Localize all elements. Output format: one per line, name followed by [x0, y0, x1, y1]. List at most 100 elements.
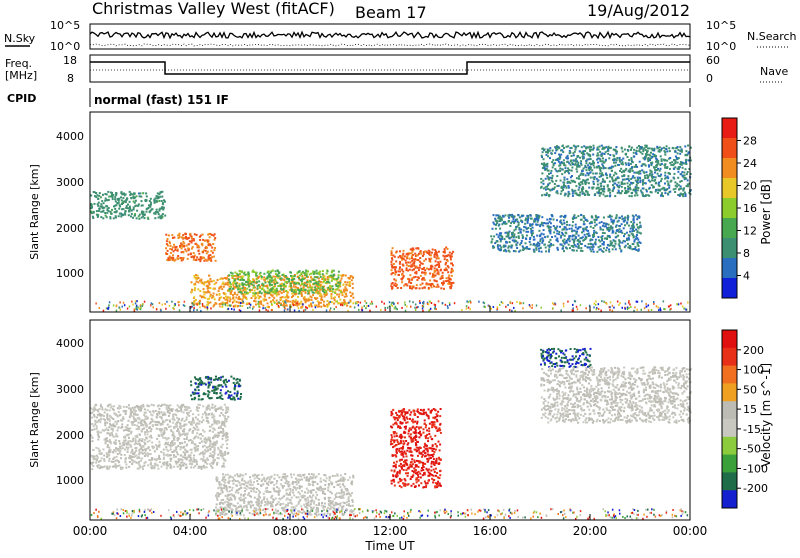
power-ground-scatter	[563, 305, 565, 307]
power-ground-scatter	[156, 308, 158, 310]
power-cell	[642, 195, 644, 197]
power-cell	[447, 265, 449, 267]
power-cell	[273, 291, 275, 293]
power-ground-scatter	[416, 307, 418, 309]
power-ground-scatter	[127, 308, 129, 310]
power-cell	[680, 185, 682, 187]
power-cell	[139, 214, 141, 216]
power-cell	[627, 150, 629, 152]
power-cell	[609, 192, 611, 194]
power-cell	[518, 251, 520, 253]
power-cell	[397, 287, 399, 289]
power-cell	[540, 178, 542, 180]
power-cell	[295, 291, 297, 293]
power-cell	[191, 237, 193, 239]
power-cell	[405, 283, 407, 285]
power-ground-scatter	[219, 305, 221, 307]
power-cell	[604, 153, 606, 155]
velocity-cell	[109, 434, 111, 436]
power-cell	[450, 279, 452, 281]
power-cell	[587, 191, 589, 193]
power-cell	[576, 177, 578, 179]
power-ground-scatter	[610, 301, 612, 303]
power-cell	[407, 262, 409, 264]
power-cell	[129, 201, 131, 203]
power-ground-scatter	[179, 309, 181, 311]
power-ground-scatter	[644, 307, 646, 309]
power-ground-scatter	[136, 306, 138, 308]
power-cell	[575, 217, 577, 219]
power-cell	[615, 217, 617, 219]
velocity-cell	[156, 438, 158, 440]
power-cell	[169, 242, 171, 244]
power-cell	[326, 300, 328, 302]
power-cell	[599, 173, 601, 175]
power-cell	[565, 232, 567, 234]
power-cell	[561, 161, 563, 163]
power-ground-scatter	[680, 303, 682, 305]
power-ground-scatter	[274, 302, 276, 304]
power-ground-scatter	[670, 304, 672, 306]
power-ground-scatter	[174, 305, 176, 307]
power-cell	[440, 278, 442, 280]
power-cell	[260, 300, 262, 302]
power-cell	[218, 288, 220, 290]
velocity-cell	[138, 426, 140, 428]
power-cell	[564, 243, 566, 245]
power-cell	[562, 169, 564, 171]
power-cell	[574, 192, 576, 194]
freq-tick-bottom: 8	[67, 72, 74, 85]
power-cell	[583, 145, 585, 147]
power-cell	[312, 294, 314, 296]
power-cell	[314, 305, 316, 307]
power-cell	[248, 278, 250, 280]
power-ground-scatter	[334, 308, 336, 310]
power-cell	[413, 265, 415, 267]
power-cell	[590, 158, 592, 160]
power-cell	[251, 281, 253, 283]
power-cell	[623, 227, 625, 229]
velocity-cell	[170, 454, 172, 456]
power-cell	[182, 251, 184, 253]
power-cell	[618, 231, 620, 233]
power-cell	[245, 284, 247, 286]
power-ground-scatter	[330, 301, 332, 303]
power-ground-scatter	[598, 303, 600, 305]
power-cell	[602, 190, 604, 192]
power-ground-scatter	[193, 307, 195, 309]
power-cell	[635, 246, 637, 248]
power-cell	[126, 205, 128, 207]
power-cell	[546, 163, 548, 165]
power-cell	[394, 273, 396, 275]
velocity-cell	[157, 424, 159, 426]
power-cell	[298, 303, 300, 305]
power-cell	[613, 149, 615, 151]
power-cell	[629, 195, 631, 197]
power-cell	[615, 232, 617, 234]
power-cell	[537, 219, 539, 221]
power-cell	[499, 218, 501, 220]
power-ground-scatter	[645, 303, 647, 305]
power-cell	[569, 224, 571, 226]
power-cell	[310, 281, 312, 283]
power-cell	[232, 277, 234, 279]
power-ground-scatter	[142, 303, 144, 305]
power-cell	[242, 279, 244, 281]
velocity-cell	[184, 441, 186, 443]
power-ground-scatter	[507, 304, 509, 306]
velocity-cell	[218, 427, 220, 429]
power-cell	[672, 147, 674, 149]
power-cell	[600, 170, 602, 172]
power-cell	[163, 207, 165, 209]
power-cell	[278, 275, 280, 277]
power-cell	[281, 296, 283, 298]
power-cell	[657, 189, 659, 191]
power-cell	[593, 178, 595, 180]
power-ground-scatter	[687, 302, 689, 304]
power-cell	[183, 245, 185, 247]
power-cell	[505, 250, 507, 252]
velocity-cell	[127, 424, 129, 426]
power-cell	[298, 277, 300, 279]
power-cell	[230, 293, 232, 295]
power-cell	[542, 240, 544, 242]
